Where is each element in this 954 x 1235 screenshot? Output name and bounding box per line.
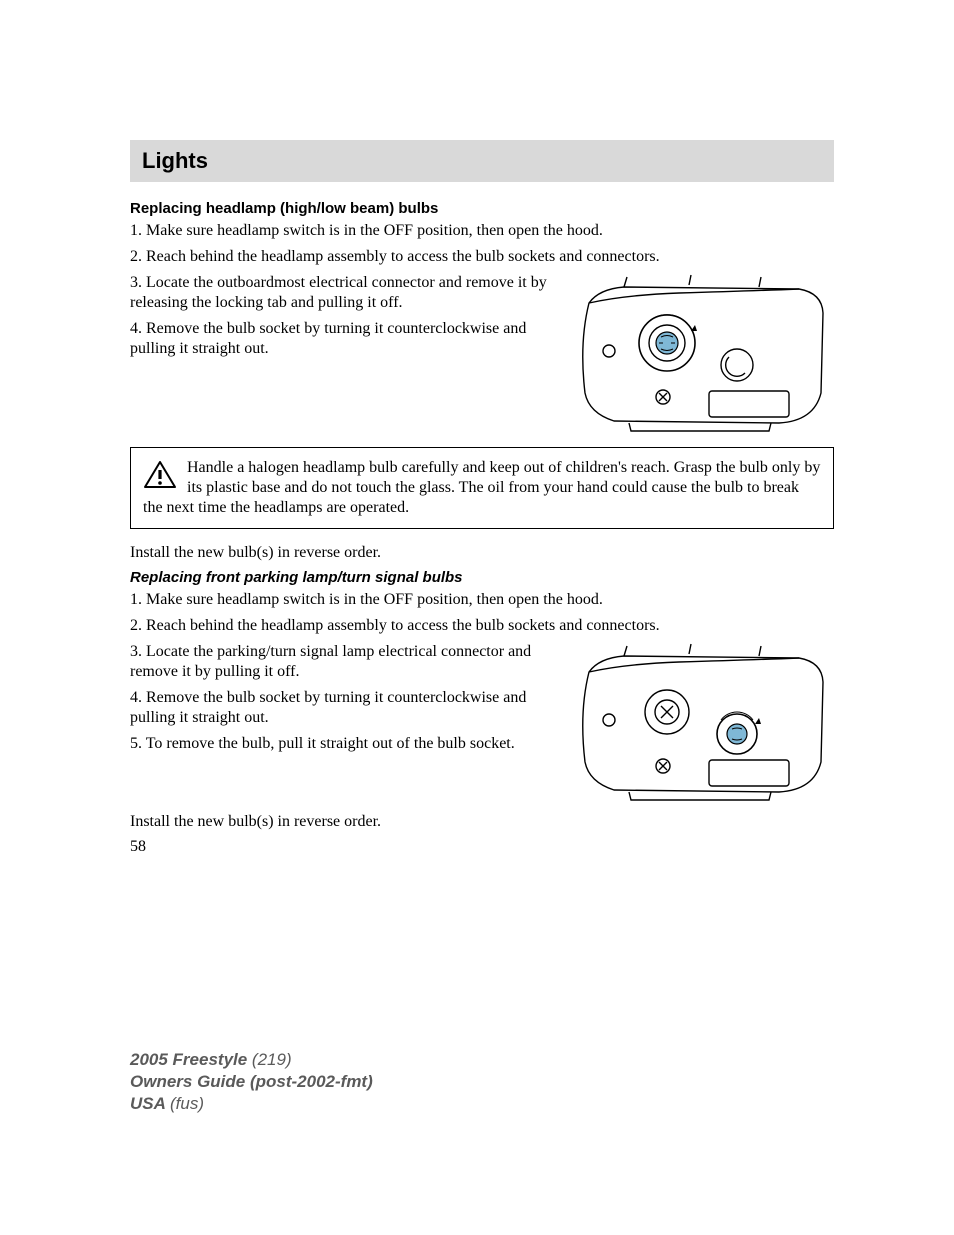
- step-2-2: 2. Reach behind the headlamp assembly to…: [130, 616, 834, 636]
- parking-lamp-diagram-icon: [569, 642, 829, 802]
- footer-line-3: USA (fus): [130, 1093, 373, 1115]
- headlamp-assembly-diagram-icon: [569, 273, 829, 433]
- footer-region: USA: [130, 1094, 170, 1113]
- footer-line-2: Owners Guide (post-2002-fmt): [130, 1071, 373, 1093]
- col-text-headlamp: 3. Locate the outboardmost electrical co…: [130, 273, 548, 365]
- step-2-3: 3. Locate the parking/turn signal lamp e…: [130, 642, 548, 682]
- step-1-1: 1. Make sure headlamp switch is in the O…: [130, 221, 834, 241]
- parking-diagram-container: [564, 642, 834, 802]
- row-parking-diagram: 3. Locate the parking/turn signal lamp e…: [130, 642, 834, 802]
- section-header-bar: Lights: [130, 140, 834, 182]
- footer-fus: (fus): [170, 1094, 204, 1113]
- step-2-5: 5. To remove the bulb, pull it straight …: [130, 734, 548, 754]
- install-reverse-2: Install the new bulb(s) in reverse order…: [130, 812, 834, 832]
- footer-code: (219): [252, 1050, 292, 1069]
- manual-page: Lights Replacing headlamp (high/low beam…: [0, 0, 954, 1235]
- install-reverse-1: Install the new bulb(s) in reverse order…: [130, 543, 834, 563]
- section-title: Lights: [142, 148, 822, 174]
- page-number: 58: [130, 838, 834, 856]
- footer-line-1: 2005 Freestyle (219): [130, 1049, 373, 1071]
- row-headlamp-diagram: 3. Locate the outboardmost electrical co…: [130, 273, 834, 433]
- headlamp-diagram-container: [564, 273, 834, 433]
- step-1-4: 4. Remove the bulb socket by turning it …: [130, 319, 548, 359]
- warning-triangle-icon: [143, 460, 177, 490]
- step-2-4: 4. Remove the bulb socket by turning it …: [130, 688, 548, 728]
- col-text-parking: 3. Locate the parking/turn signal lamp e…: [130, 642, 548, 760]
- step-2-1: 1. Make sure headlamp switch is in the O…: [130, 590, 834, 610]
- footer-model: 2005 Freestyle: [130, 1050, 252, 1069]
- subhead-replacing-headlamp: Replacing headlamp (high/low beam) bulbs: [130, 200, 834, 217]
- footer-block: 2005 Freestyle (219) Owners Guide (post-…: [130, 1049, 373, 1115]
- step-1-2: 2. Reach behind the headlamp assembly to…: [130, 247, 834, 267]
- subhead-replacing-parking: Replacing front parking lamp/turn signal…: [130, 569, 834, 586]
- step-1-3: 3. Locate the outboardmost electrical co…: [130, 273, 548, 313]
- warning-text: Handle a halogen headlamp bulb carefully…: [143, 459, 820, 516]
- warning-box: Handle a halogen headlamp bulb carefully…: [130, 447, 834, 529]
